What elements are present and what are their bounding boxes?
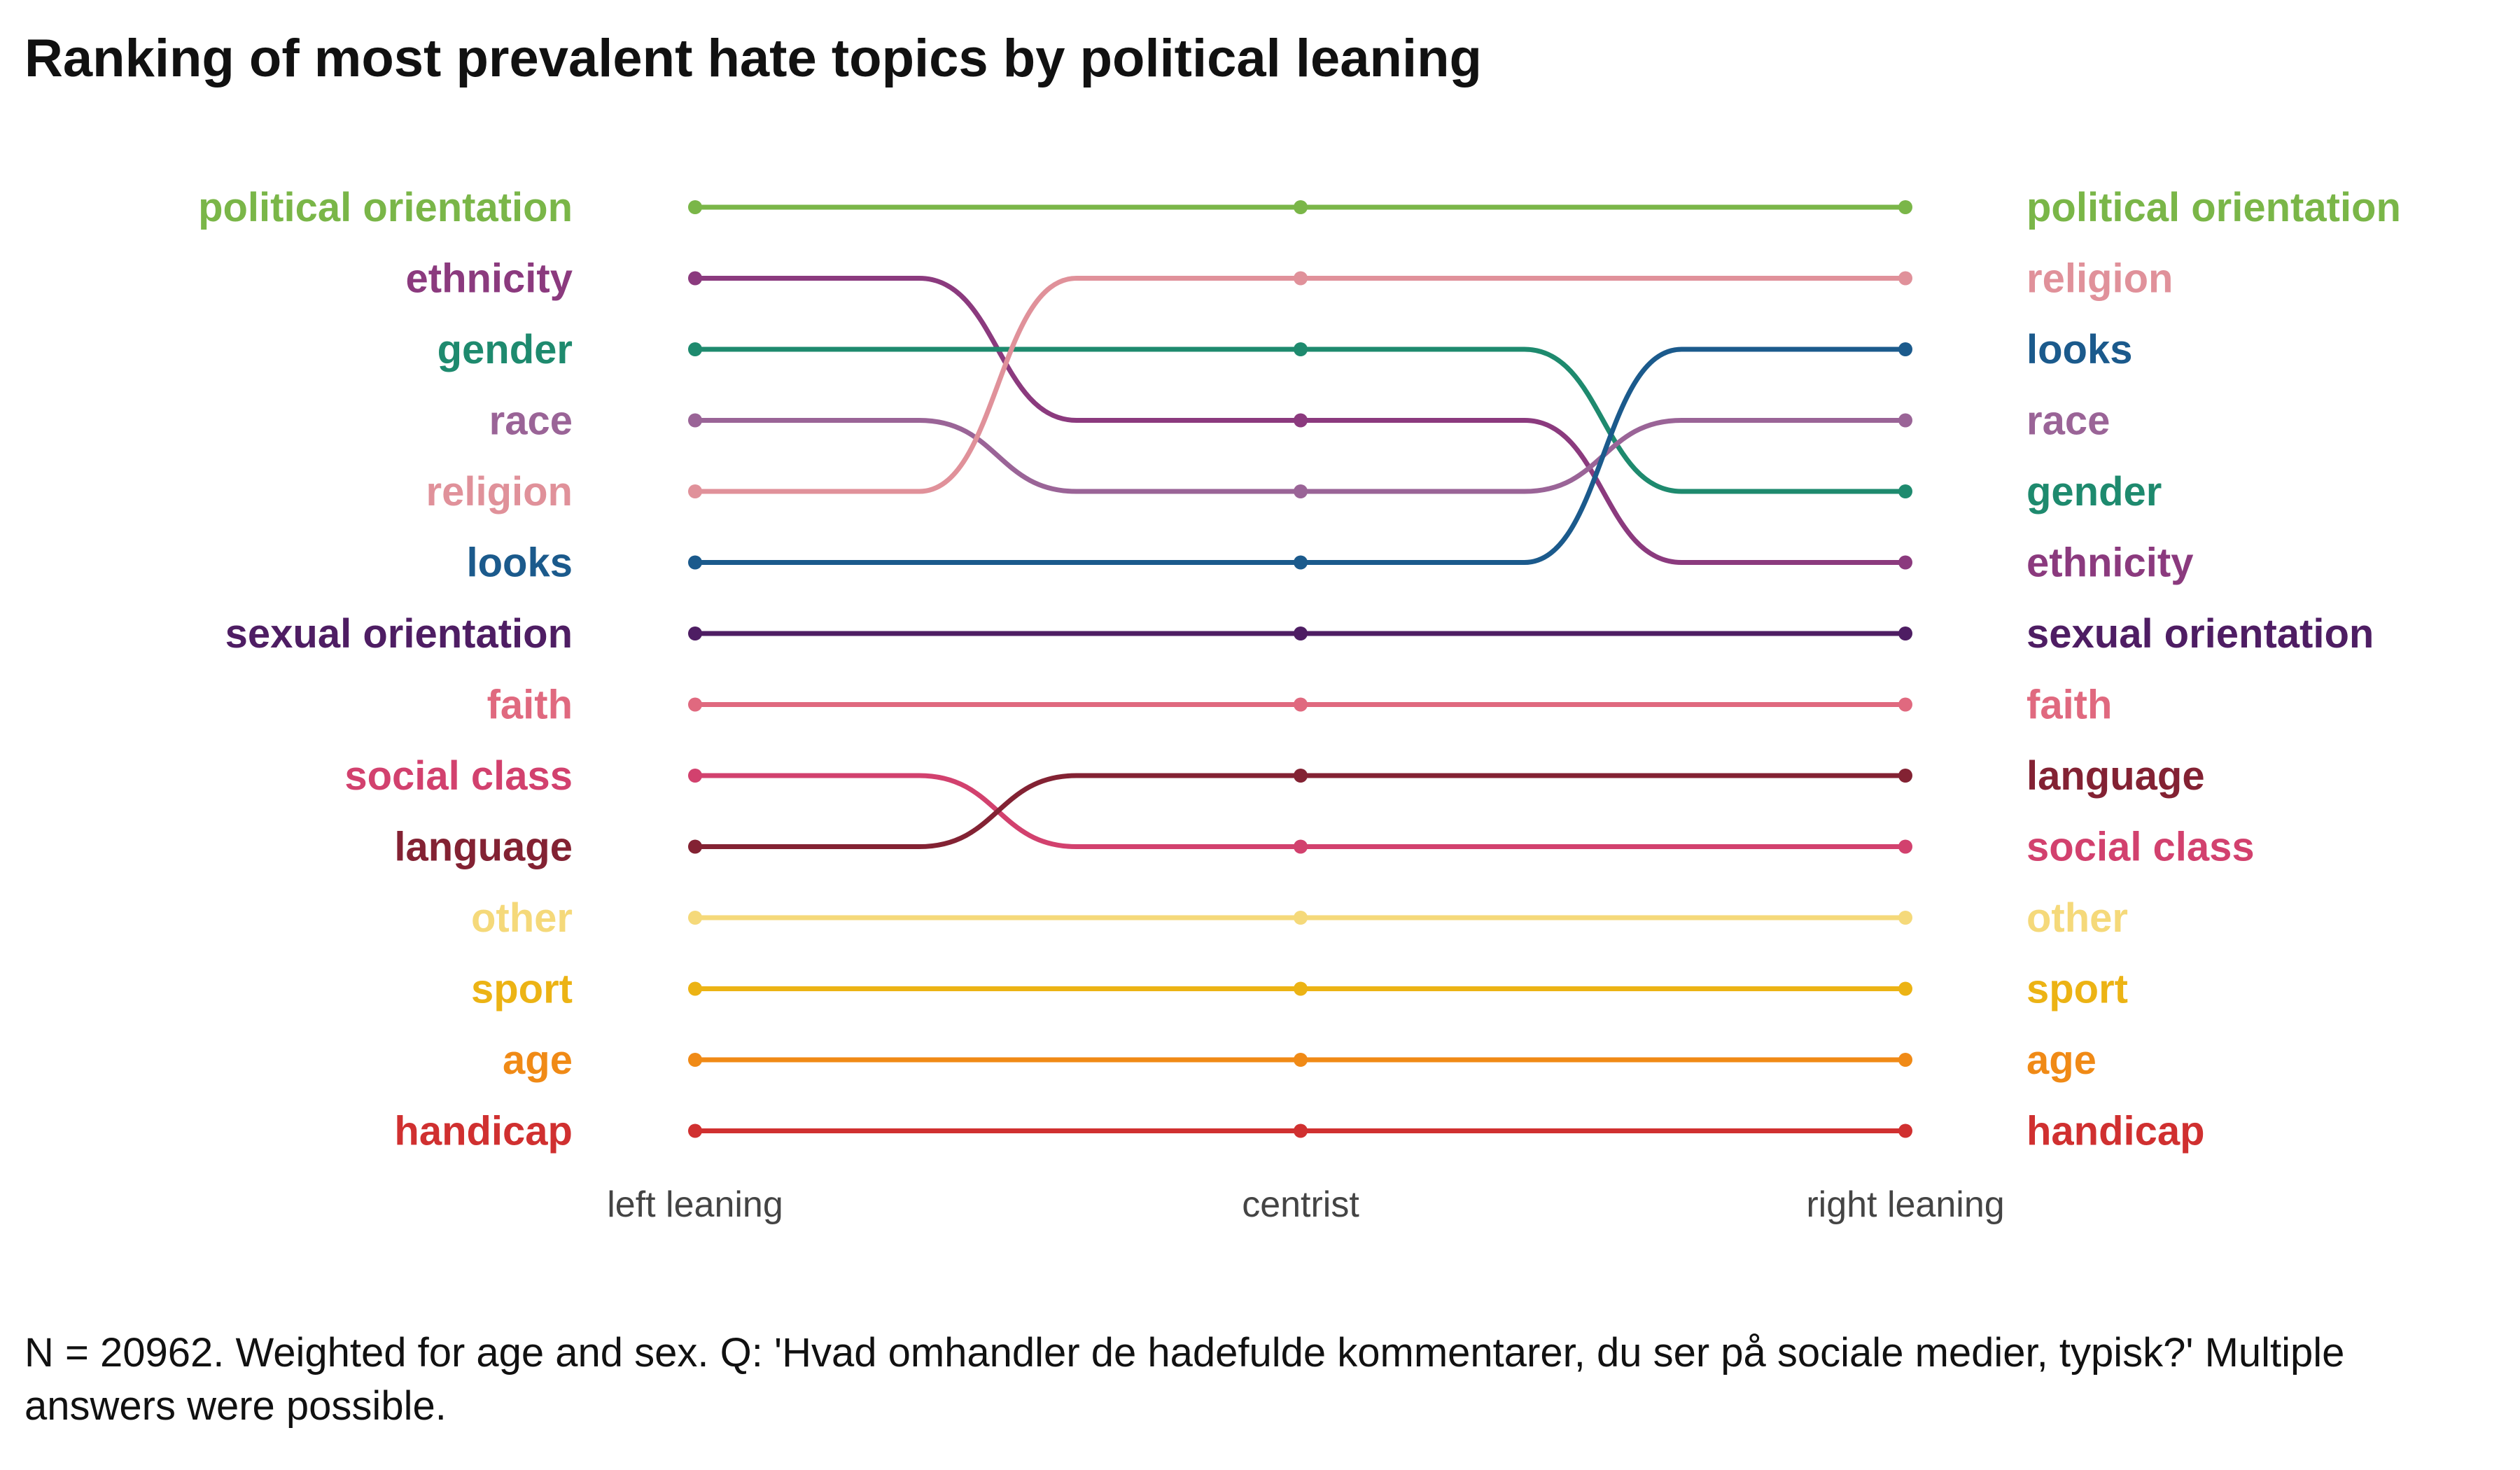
series-line-language: [692, 773, 1908, 849]
right-label-looks: looks: [2026, 327, 2133, 372]
point-race-left-leaning: [688, 413, 702, 428]
point-other-centrist: [1294, 911, 1308, 925]
series-line-gender: [692, 346, 1908, 494]
point-other-left-leaning: [688, 911, 702, 925]
left-label-religion: religion: [426, 469, 573, 514]
right-label-age: age: [2026, 1037, 2096, 1083]
left-label-gender: gender: [438, 327, 573, 372]
point-gender-left-leaning: [688, 342, 702, 356]
series-line-race: [692, 418, 1908, 494]
left-label-social-class: social class: [344, 753, 573, 799]
left-label-faith: faith: [487, 682, 573, 728]
point-language-left-leaning: [688, 839, 702, 854]
point-age-left-leaning: [688, 1053, 702, 1067]
left-label-language: language: [394, 825, 573, 870]
point-gender-centrist: [1294, 342, 1308, 356]
left-label-handicap: handicap: [394, 1109, 573, 1154]
series-line-looks: [692, 346, 1908, 565]
point-ethnicity-centrist: [1294, 413, 1308, 428]
left-label-other: other: [471, 895, 573, 941]
x-tick-right-leaning: right leaning: [1806, 1184, 2004, 1225]
right-label-gender: gender: [2026, 469, 2162, 514]
point-handicap-right-leaning: [1898, 1124, 1912, 1138]
point-ethnicity-left-leaning: [688, 271, 702, 286]
point-language-centrist: [1294, 769, 1308, 783]
right-label-sport: sport: [2026, 967, 2128, 1012]
right-labels: political orientation ethnicity gender race…: [2026, 185, 2401, 1154]
point-faith-right-leaning: [1898, 697, 1912, 712]
right-label-language: language: [2026, 753, 2205, 799]
left-label-race: race: [489, 398, 573, 444]
point-age-centrist: [1294, 1053, 1308, 1067]
point-sexual-orientation-centrist: [1294, 626, 1308, 640]
point-race-centrist: [1294, 484, 1308, 498]
point-sport-right-leaning: [1898, 981, 1912, 996]
point-religion-left-leaning: [688, 484, 702, 498]
point-sexual-orientation-right-leaning: [1898, 626, 1912, 640]
point-handicap-left-leaning: [688, 1124, 702, 1138]
point-race-right-leaning: [1898, 413, 1912, 428]
right-label-political-orientation: political orientation: [2026, 185, 2401, 230]
chart-caption: N = 20962. Weighted for age and sex. Q: …: [24, 1330, 2345, 1429]
point-age-right-leaning: [1898, 1053, 1912, 1067]
point-political-orientation-left-leaning: [688, 200, 702, 214]
left-label-political-orientation: political orientation: [198, 185, 573, 230]
left-label-age: age: [503, 1037, 573, 1083]
point-sport-left-leaning: [688, 981, 702, 996]
x-tick-left-leaning: left leaning: [607, 1184, 783, 1225]
point-other-right-leaning: [1898, 911, 1912, 925]
point-sexual-orientation-left-leaning: [688, 626, 702, 640]
left-label-looks: looks: [467, 540, 573, 586]
series-line-religion: [692, 276, 1908, 494]
point-faith-left-leaning: [688, 697, 702, 712]
chart-title: Ranking of most prevalent hate topics by…: [24, 29, 1482, 88]
point-political-orientation-right-leaning: [1898, 200, 1912, 214]
point-handicap-centrist: [1294, 1124, 1308, 1138]
right-label-handicap: handicap: [2026, 1109, 2205, 1154]
right-label-ethnicity: ethnicity: [2026, 540, 2194, 586]
right-label-sexual-orientation: sexual orientation: [2026, 611, 2374, 657]
series-line-social-class: [692, 773, 1908, 849]
right-label-race: race: [2026, 398, 2110, 444]
point-social-class-centrist: [1294, 839, 1308, 854]
right-label-religion: religion: [2026, 256, 2173, 302]
point-religion-centrist: [1294, 271, 1308, 286]
point-social-class-left-leaning: [688, 769, 702, 783]
left-labels: political orientation ethnicity gender race…: [198, 185, 573, 1154]
left-label-sexual-orientation: sexual orientation: [225, 611, 573, 657]
point-looks-right-leaning: [1898, 342, 1912, 356]
point-gender-right-leaning: [1898, 484, 1912, 498]
x-axis-ticks: left leaning centrist right leaning: [607, 1184, 2004, 1225]
right-label-other: other: [2026, 895, 2128, 941]
left-label-sport: sport: [471, 967, 573, 1012]
point-social-class-right-leaning: [1898, 839, 1912, 854]
point-ethnicity-right-leaning: [1898, 555, 1912, 570]
point-language-right-leaning: [1898, 769, 1912, 783]
point-sport-centrist: [1294, 981, 1308, 996]
point-looks-left-leaning: [688, 555, 702, 570]
point-looks-centrist: [1294, 555, 1308, 570]
point-faith-centrist: [1294, 697, 1308, 712]
point-religion-right-leaning: [1898, 271, 1912, 286]
left-label-ethnicity: ethnicity: [406, 256, 573, 302]
point-political-orientation-centrist: [1294, 200, 1308, 214]
right-label-social-class: social class: [2026, 825, 2255, 870]
series-points: [688, 200, 1912, 1138]
x-tick-centrist: centrist: [1242, 1184, 1359, 1225]
right-label-faith: faith: [2026, 682, 2112, 728]
